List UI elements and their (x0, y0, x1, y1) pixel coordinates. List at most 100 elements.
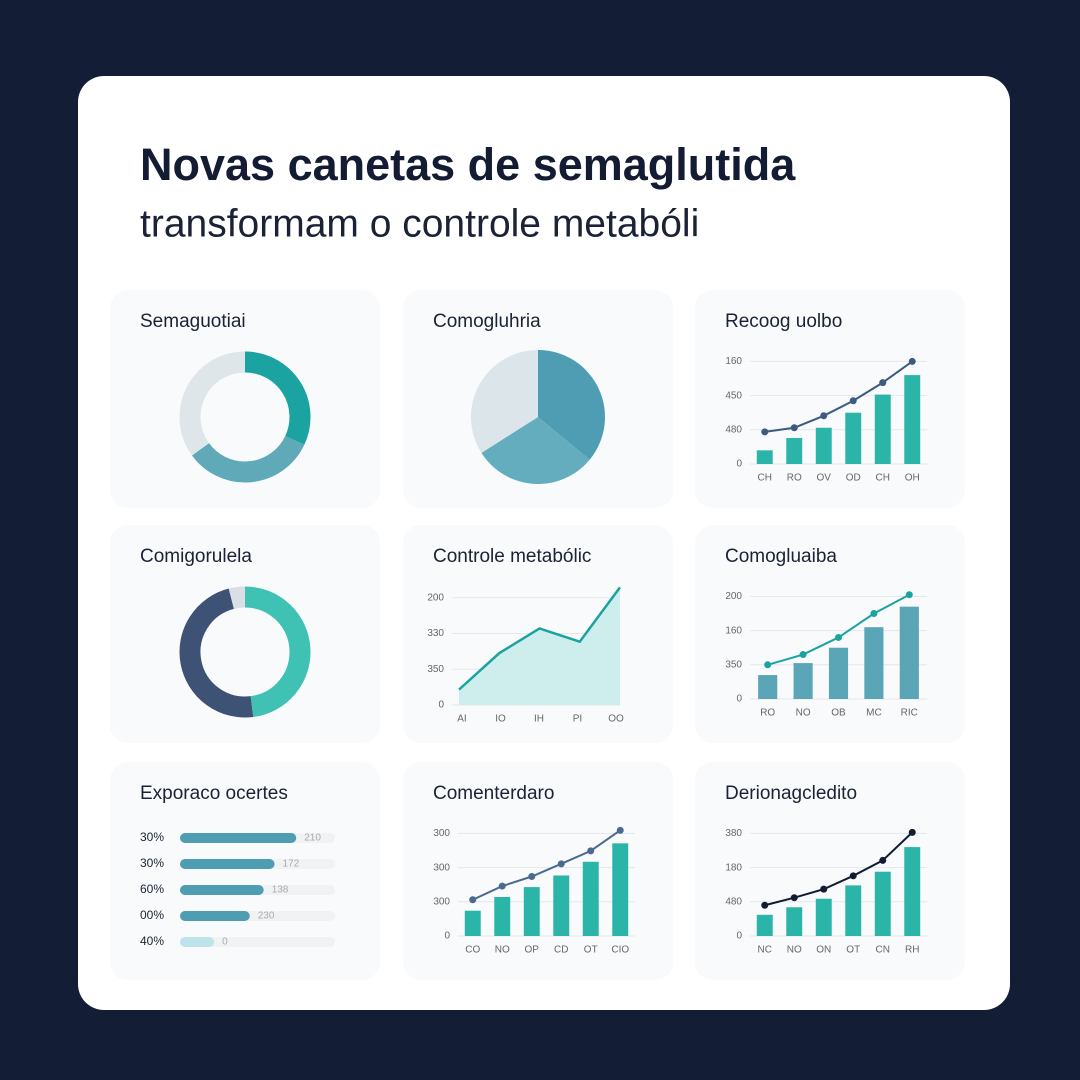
y-tick-label: 350 (427, 664, 444, 675)
annotation: 138 (272, 885, 289, 896)
y-tick-label: 180 (725, 862, 742, 873)
line (764, 360, 913, 433)
line-point (469, 896, 477, 904)
bar (582, 861, 599, 936)
pie-slice (471, 349, 538, 453)
line-point (761, 428, 769, 436)
bar-track (180, 937, 335, 947)
bar (845, 412, 862, 464)
bar (180, 833, 297, 843)
bar (553, 875, 570, 936)
bar (904, 847, 921, 936)
y-tick-label: 350 (725, 659, 742, 670)
bar (756, 450, 773, 464)
x-tick-label: ON (816, 945, 831, 956)
line-point (799, 651, 807, 659)
x-tick-label: NO (787, 945, 802, 956)
x-tick-label: CO (465, 945, 480, 956)
line-point (616, 826, 624, 834)
pie-slice (481, 417, 590, 485)
annotation: 0 (222, 937, 228, 948)
bar (180, 911, 250, 921)
x-tick-label: OO (608, 714, 624, 725)
bar (494, 897, 511, 936)
bar (180, 885, 264, 895)
bar (815, 427, 832, 464)
panel (110, 290, 380, 508)
line-point (879, 856, 887, 864)
y-tick-label: 200 (427, 592, 444, 603)
bar (899, 606, 919, 699)
line-point (498, 882, 506, 890)
y-tick-label: 0 (736, 694, 742, 705)
x-tick-label: OV (817, 473, 832, 484)
category-label: 60% (140, 882, 164, 896)
x-tick-label: PI (573, 714, 582, 725)
panel-title: Derionagcledito (725, 783, 857, 804)
donut-segment (244, 586, 311, 717)
y-tick-label: 480 (725, 424, 742, 435)
x-tick-label: MC (866, 708, 882, 719)
line-point (528, 873, 536, 881)
donut-segment (192, 435, 305, 483)
line-point (905, 591, 913, 599)
bar (864, 627, 884, 699)
panel-title: Comogluaiba (725, 546, 837, 567)
annotation: 230 (258, 911, 275, 922)
bar (523, 887, 540, 936)
x-tick-label: NO (495, 945, 510, 956)
panel (110, 762, 380, 980)
bar (904, 375, 921, 464)
x-tick-label: RO (760, 708, 775, 719)
line (472, 829, 621, 901)
panel-title: Exporaco ocertes (140, 783, 288, 804)
y-tick-label: 0 (736, 931, 742, 942)
donut-segment (228, 586, 246, 609)
panel-title: Recoog uolbo (725, 311, 842, 332)
line (764, 831, 913, 907)
x-tick-label: CH (876, 473, 890, 484)
y-tick-label: 300 (433, 862, 450, 873)
annotation: 172 (283, 859, 300, 870)
line-point (557, 860, 565, 868)
x-tick-label: NC (758, 945, 772, 956)
category-label: 40% (140, 934, 164, 948)
panel-title: Comigorulela (140, 546, 252, 567)
line-point (790, 894, 798, 902)
y-tick-label: 480 (725, 896, 742, 907)
y-tick-label: 0 (438, 700, 444, 711)
line (458, 586, 622, 691)
line-point (761, 901, 769, 909)
y-tick-label: 330 (427, 628, 444, 639)
donut-segment (179, 351, 246, 456)
bar (815, 898, 832, 936)
area (459, 587, 620, 705)
line-point (820, 885, 828, 893)
y-tick-label: 450 (725, 390, 742, 401)
line-point (879, 379, 887, 387)
line-point (835, 633, 842, 641)
annotation: 210 (304, 833, 321, 844)
line-point (908, 357, 916, 365)
line-point (870, 610, 878, 618)
bar (845, 885, 862, 936)
x-tick-label: OD (846, 473, 861, 484)
bar (793, 663, 813, 699)
bar (786, 438, 803, 464)
bar (180, 937, 215, 947)
x-tick-label: OT (584, 945, 598, 956)
y-tick-label: 0 (444, 931, 450, 942)
y-tick-label: 200 (725, 591, 742, 602)
line-point (790, 424, 798, 432)
panel-title: Comenterdaro (433, 783, 554, 804)
donut-segment (244, 351, 311, 445)
x-tick-label: OP (525, 945, 540, 956)
pie-slice (538, 350, 605, 460)
bar (874, 871, 891, 936)
y-tick-label: 0 (736, 459, 742, 470)
x-tick-label: CIO (611, 945, 629, 956)
category-label: 30% (140, 856, 164, 870)
y-tick-label: 160 (725, 625, 742, 636)
line-point (908, 828, 916, 836)
